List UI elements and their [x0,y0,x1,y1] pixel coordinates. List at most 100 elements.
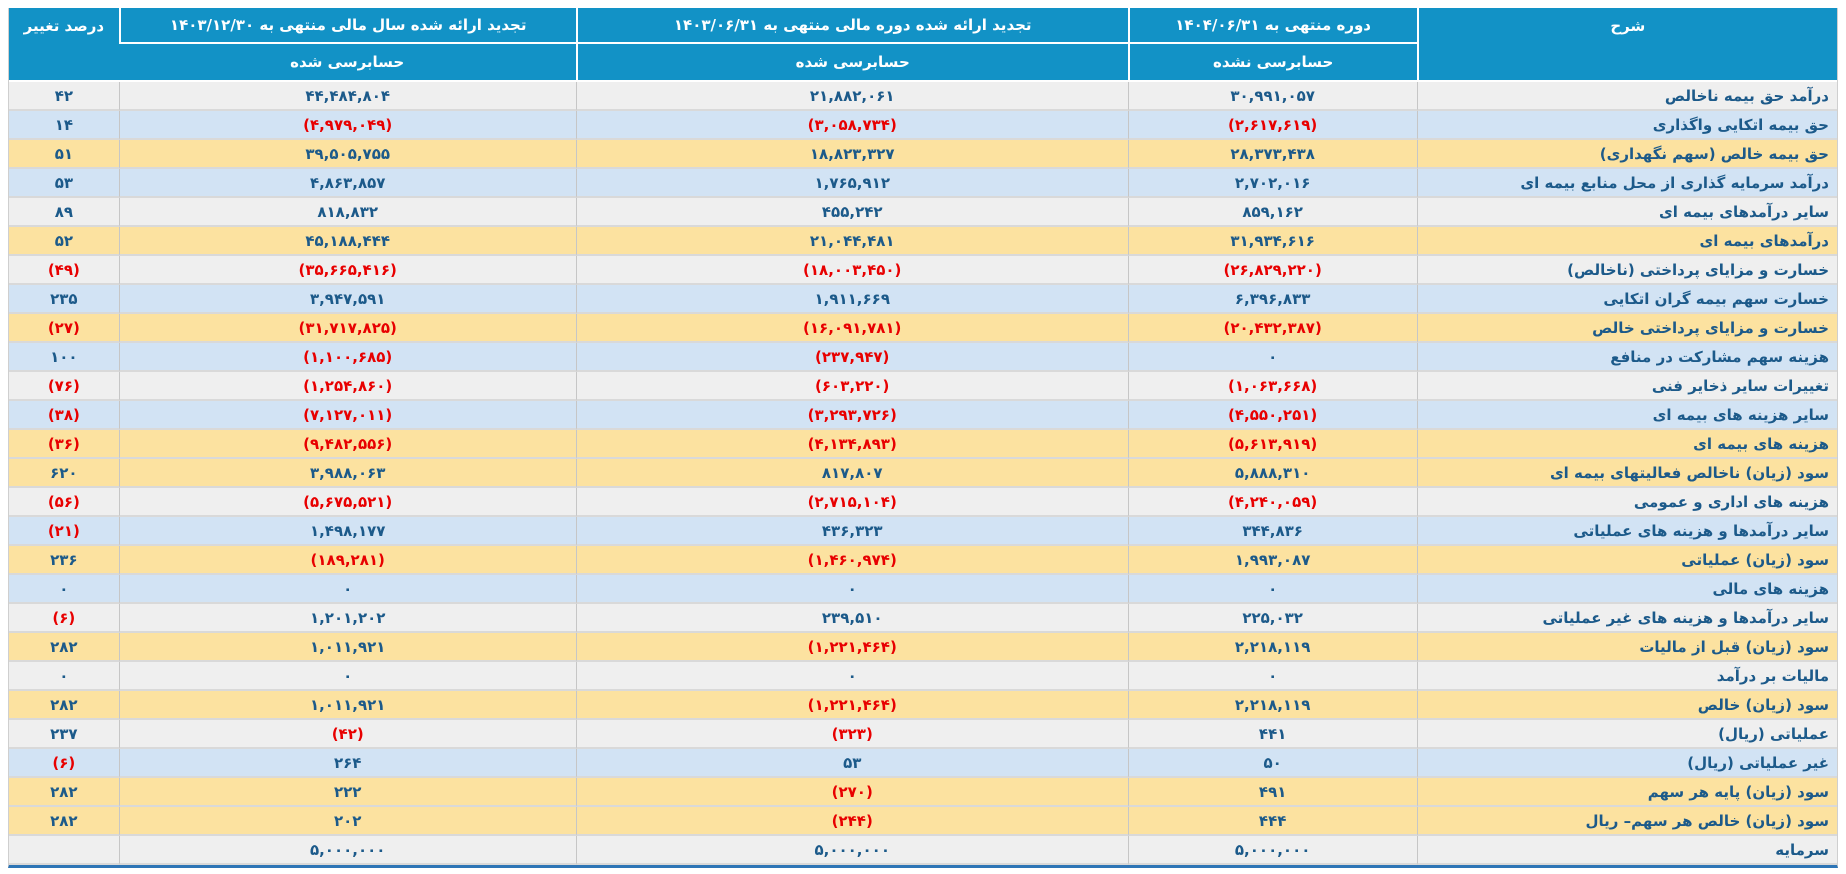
row-label: سایر درآمدهای بیمه ای [1416,198,1837,227]
value-current-period: (۲۶,۸۲۹,۲۲۰) [1127,256,1417,285]
table-row: هزینه های اداری و عمومی (۴,۲۴۰,۰۵۹) (۲,۷۱۵… [9,488,1837,517]
value-current-period: ۲,۷۰۲,۰۱۶ [1127,169,1417,198]
row-label: درآمدهای بیمه ای [1416,227,1837,256]
value-percent-change: ۲۸۲ [9,691,119,720]
row-label: هزینه سهم مشارکت در منافع [1416,343,1837,372]
value-restated-period: (۲,۷۱۵,۱۰۴) [575,488,1128,517]
value-restated-period: ۵,۰۰۰,۰۰۰ [575,836,1128,865]
value-percent-change: ۵۳ [9,169,119,198]
value-restated-year: ۱,۰۱۱,۹۲۱ [118,691,576,720]
value-restated-period: ۴۵۵,۲۴۲ [575,198,1128,227]
income-statement-table: شرح دوره منتهی به ۱۴۰۴/۰۶/۳۱ تجدید ارائه… [8,8,1838,868]
row-label: حق بیمه خالص (سهم نگهداری) [1416,140,1837,169]
value-restated-year: (۵,۶۷۵,۵۲۱) [118,488,576,517]
value-restated-year: (۱۸۹,۲۸۱) [118,546,576,575]
table-row: سود (زیان) قبل از مالیات ۲,۲۱۸,۱۱۹ (۱,۲۲۱,… [9,633,1837,662]
value-restated-period: ۰ [575,575,1128,604]
row-label: سایر هزینه های بیمه ای [1416,401,1837,430]
row-label: عملیاتی (ریال) [1416,720,1837,749]
value-restated-year: ۴۴,۴۸۴,۸۰۴ [118,82,576,111]
value-restated-period: (۳۲۳) [575,720,1128,749]
value-current-period: ۵,۰۰۰,۰۰۰ [1127,836,1417,865]
value-restated-period: (۱,۲۲۱,۴۶۴) [575,691,1128,720]
value-percent-change: ۲۸۲ [9,633,119,662]
value-current-period: ۶,۳۹۶,۸۳۳ [1127,285,1417,314]
value-current-period: ۲۸,۳۷۳,۴۳۸ [1127,140,1417,169]
row-label: خسارت و مزایای پرداختی (ناخالص) [1416,256,1837,285]
value-current-period: (۴,۵۵۰,۲۵۱) [1127,401,1417,430]
table-row: تغییرات سایر ذخایر فنی (۱,۰۶۳,۶۶۸) (۶۰۳,۲۲… [9,372,1837,401]
value-restated-year: ۵,۰۰۰,۰۰۰ [118,836,576,865]
table-row: هزینه های مالی ۰ ۰ ۰ ۰ [9,575,1837,604]
value-current-period: ۳۰,۹۹۱,۰۵۷ [1127,82,1417,111]
value-restated-period: (۲۳۷,۹۴۷) [575,343,1128,372]
table-row: خسارت سهم بیمه گران اتکایی ۶,۳۹۶,۸۳۳ ۱,۹۱۱… [9,285,1837,314]
row-label: سایر درآمدها و هزینه های غیر عملیاتی [1416,604,1837,633]
header-restated-period-audit-status: حسابرسی شده [575,44,1128,82]
row-label: هزینه های بیمه ای [1416,430,1837,459]
value-percent-change: (۲۷) [9,314,119,343]
header-restated-year-audit-status: حسابرسی شده [118,44,576,82]
value-restated-year: ۳۹,۵۰۵,۷۵۵ [118,140,576,169]
value-restated-period: ۰ [575,662,1128,691]
value-percent-change: ۵۱ [9,140,119,169]
header-percent-change: درصد تغییر [9,8,119,82]
row-label: هزینه های مالی [1416,575,1837,604]
table-row: حق بیمه اتکایی واگذاری (۲,۶۱۷,۶۱۹) (۳,۰۵۸,… [9,111,1837,140]
value-percent-change: (۲۱) [9,517,119,546]
value-restated-year: ۱,۴۹۸,۱۷۷ [118,517,576,546]
value-restated-year: (۳۵,۶۶۵,۴۱۶) [118,256,576,285]
value-restated-year: ۴۵,۱۸۸,۴۴۴ [118,227,576,256]
value-current-period: ۲,۲۱۸,۱۱۹ [1127,633,1417,662]
value-current-period: ۳۱,۹۳۴,۶۱۶ [1127,227,1417,256]
value-current-period: ۵۰ [1127,749,1417,778]
table-row: سود (زیان) خالص هر سهم– ریال ۴۴۴ (۲۴۴) ۲۰۲ ۲… [9,807,1837,836]
value-current-period: (۲۰,۴۳۲,۳۸۷) [1127,314,1417,343]
row-label: سرمایه [1416,836,1837,865]
value-restated-period: (۶۰۳,۲۲۰) [575,372,1128,401]
value-current-period: ۰ [1127,343,1417,372]
value-current-period: (۲,۶۱۷,۶۱۹) [1127,111,1417,140]
value-restated-year: ۳,۹۴۷,۵۹۱ [118,285,576,314]
row-label: سود (زیان) پایه هر سهم [1416,778,1837,807]
value-restated-period: ۸۱۷,۸۰۷ [575,459,1128,488]
value-restated-year: (۴۲) [118,720,576,749]
value-percent-change: ۲۳۷ [9,720,119,749]
value-restated-period: ۲۱,۰۴۴,۴۸۱ [575,227,1128,256]
value-current-period: ۲۲۵,۰۳۲ [1127,604,1417,633]
table-row: خسارت و مزایای پرداختی (ناخالص) (۲۶,۸۲۹,۲… [9,256,1837,285]
table-row: سود (زیان) خالص ۲,۲۱۸,۱۱۹ (۱,۲۲۱,۴۶۴) ۱,۰۱۱… [9,691,1837,720]
value-percent-change: (۵۶) [9,488,119,517]
value-percent-change: ۲۳۵ [9,285,119,314]
value-restated-year: ۲۶۴ [118,749,576,778]
value-percent-change: (۷۶) [9,372,119,401]
value-restated-period: ۲۳۹,۵۱۰ [575,604,1128,633]
row-label: تغییرات سایر ذخایر فنی [1416,372,1837,401]
header-current-period-audit-status: حسابرسی نشده [1127,44,1417,82]
value-percent-change: ۴۲ [9,82,119,111]
value-percent-change: (۶) [9,749,119,778]
value-restated-year: (۱,۱۰۰,۶۸۵) [118,343,576,372]
value-restated-period: (۱۶,۰۹۱,۷۸۱) [575,314,1128,343]
value-restated-year: (۴,۹۷۹,۰۴۹) [118,111,576,140]
table-row: حق بیمه خالص (سهم نگهداری) ۲۸,۳۷۳,۴۳۸ ۱۸,۸… [9,140,1837,169]
table-row: سرمایه ۵,۰۰۰,۰۰۰ ۵,۰۰۰,۰۰۰ ۵,۰۰۰,۰۰۰ [9,836,1837,865]
value-current-period: ۴۴۴ [1127,807,1417,836]
value-current-period: ۱,۹۹۳,۰۸۷ [1127,546,1417,575]
value-current-period: (۱,۰۶۳,۶۶۸) [1127,372,1417,401]
value-restated-year: ۱,۰۱۱,۹۲۱ [118,633,576,662]
value-restated-period: (۴,۱۳۴,۸۹۳) [575,430,1128,459]
row-label: مالیات بر درآمد [1416,662,1837,691]
value-percent-change: (۳۸) [9,401,119,430]
row-label: سایر درآمدها و هزینه های عملیاتی [1416,517,1837,546]
value-restated-period: ۴۳۶,۳۲۳ [575,517,1128,546]
value-restated-year: ۰ [118,662,576,691]
value-restated-year: ۲۲۲ [118,778,576,807]
value-restated-period: ۲۱,۸۸۲,۰۶۱ [575,82,1128,111]
header-description: شرح [1416,8,1837,82]
row-label: غیر عملیاتی (ریال) [1416,749,1837,778]
value-current-period: ۵,۸۸۸,۳۱۰ [1127,459,1417,488]
row-label: درآمد سرمایه گذاری از محل منابع بیمه ای [1416,169,1837,198]
value-percent-change: ۱۴ [9,111,119,140]
value-restated-year: (۹,۴۸۲,۵۵۶) [118,430,576,459]
